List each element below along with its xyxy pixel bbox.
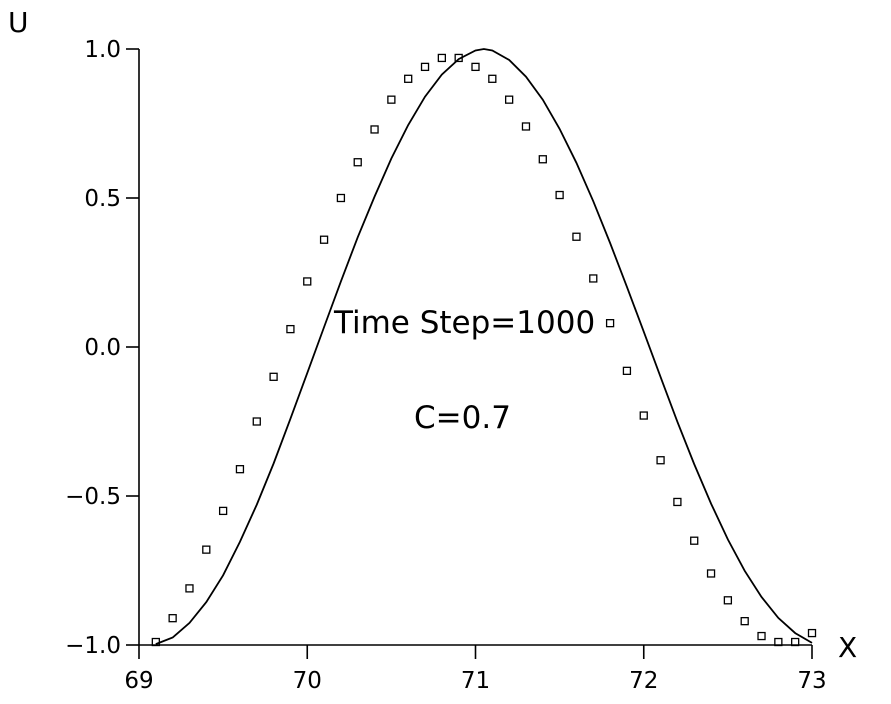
numerical-point [555, 190, 564, 200]
y-tick-label: 0.5 [84, 186, 121, 212]
x-tick-label: 71 [461, 668, 490, 694]
numerical-point [622, 366, 632, 375]
numerical-point [723, 596, 733, 605]
numerical-point [538, 155, 547, 164]
numerical-point [252, 417, 261, 426]
numerical-point [286, 324, 295, 334]
numerical-point [488, 74, 497, 83]
numerical-point [690, 536, 699, 545]
axes: −1.0 −0.5 0.0 0.5 1.0 69 70 71 72 73 [65, 37, 827, 694]
numerical-point [437, 53, 447, 63]
x-tick-label: 69 [124, 668, 153, 694]
numerical-point [353, 158, 362, 167]
annotation-courant: C=0.7 [414, 400, 511, 436]
annotation-time-step: Time Step=1000 [333, 305, 595, 341]
numerical-point [740, 617, 749, 626]
numerical-point [807, 628, 817, 638]
x-tick-label: 73 [797, 668, 826, 694]
numerical-point [303, 277, 312, 286]
numerical-point [605, 319, 615, 328]
y-tick-label: 0.0 [84, 335, 121, 361]
numerical-point [235, 465, 245, 474]
numerical-point [639, 411, 648, 420]
plot-area [151, 48, 817, 647]
numerical-point [454, 53, 463, 63]
numerical-point [673, 497, 682, 507]
numerical-point [269, 372, 278, 381]
numerical-point [151, 637, 160, 647]
numerical-point [202, 545, 211, 554]
numerical-point [471, 62, 480, 72]
numerical-point [521, 122, 531, 131]
numerical-point [504, 95, 514, 104]
numerical-point [572, 232, 581, 241]
numerical-point [589, 274, 598, 283]
x-tick-label: 70 [293, 668, 322, 694]
numerical-point [168, 614, 177, 623]
y-tick-label: −0.5 [65, 484, 121, 510]
numerical-point [791, 637, 800, 647]
numerical-point [757, 631, 766, 641]
numerical-point [370, 125, 379, 134]
y-tick-label: 1.0 [84, 37, 121, 63]
numerical-point [706, 569, 716, 578]
y-axis-title: U [8, 6, 29, 39]
numerical-point [656, 456, 665, 465]
numerical-point [319, 235, 329, 244]
exact-solution-line [155, 48, 813, 645]
x-axis-title: X [838, 631, 857, 664]
numerical-point [420, 62, 430, 72]
numerical-point [774, 637, 783, 647]
numerical-point [387, 95, 396, 104]
numerical-point [218, 506, 228, 516]
y-tick-label: −1.0 [65, 633, 121, 659]
numerical-point [185, 584, 194, 593]
x-tick-label: 72 [629, 668, 658, 694]
numerical-point [336, 193, 346, 203]
numerical-point [404, 74, 413, 83]
